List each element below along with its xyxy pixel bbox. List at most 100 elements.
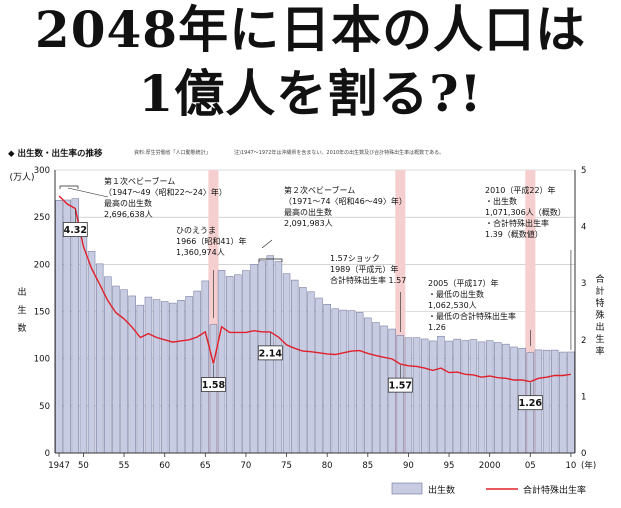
x-tick-label: 10 — [566, 461, 577, 471]
bar — [372, 322, 380, 454]
bar — [323, 303, 331, 454]
bar — [355, 312, 364, 454]
annotation-line: 1.39（概数値） — [485, 229, 543, 239]
boom-bracket — [59, 185, 79, 189]
bar — [404, 337, 413, 454]
x-tick-label: 75 — [281, 461, 292, 471]
annotation-leader — [67, 187, 109, 198]
bar — [160, 301, 169, 454]
headline-line-1: 2048年に日本の人口は — [34, 0, 587, 59]
y-right-label-char: 特 — [595, 297, 604, 309]
bar — [315, 297, 323, 454]
chart-caption: ◆ 出生数・出生率の推移 — [8, 149, 103, 159]
bar — [412, 337, 421, 454]
y-left-unit: (万人) — [9, 172, 34, 183]
bar — [429, 340, 437, 454]
bar — [87, 251, 96, 454]
y-right-tick-label: 0 — [581, 449, 586, 459]
annotation-line: 第１次ベビーブーム — [104, 176, 175, 186]
legend-label-rate: 合計特殊出生率 — [523, 484, 586, 496]
bar — [567, 351, 575, 454]
bar — [169, 302, 177, 454]
annotation-line: ・出生数 — [485, 196, 517, 206]
bar — [550, 349, 559, 454]
x-tick-label: 05 — [525, 461, 536, 471]
bar — [299, 287, 307, 454]
bar — [95, 263, 104, 454]
bar — [234, 274, 242, 454]
annotation-line: 2010（平成22）年 — [485, 185, 556, 195]
annotation-line: 最高の出生数 — [284, 207, 332, 217]
bar — [136, 304, 145, 454]
annotation-line: 第２次ベビーブーム — [284, 185, 355, 195]
source-note: 資料:厚生労働省「人口動態統計」 — [134, 150, 211, 156]
bar — [225, 276, 234, 454]
x-tick-label: 70 — [241, 461, 252, 471]
bar — [542, 349, 551, 454]
annotation-line: ・合計特殊出生率 — [485, 218, 549, 228]
y-right-label-char: 率 — [595, 345, 604, 357]
x-tick-label: 50 — [78, 461, 89, 471]
x-tick-label: 60 — [159, 461, 170, 471]
value-box-label: 4.32 — [64, 225, 87, 236]
annotation-line: 1989（平成元）年 — [330, 264, 398, 274]
value-box — [257, 345, 283, 361]
annotation-line: （1971〜74〈昭和46〜49〉年） — [284, 196, 407, 206]
bar — [144, 296, 153, 454]
highlight-band — [525, 170, 536, 453]
bar — [152, 299, 161, 454]
x-tick-label: 2000 — [479, 461, 501, 471]
bar — [217, 270, 226, 454]
footnote: 注)1947〜1972年は沖縄県を含まない。2010年の出生数及び合計特殊出生率… — [234, 150, 445, 156]
annotation-line: 2,091,983人 — [284, 219, 333, 228]
bar — [396, 335, 405, 454]
annotation-line: 2,696,638人 — [104, 210, 153, 219]
y-left-tick-label: 300 — [34, 166, 50, 176]
bar — [339, 309, 348, 454]
annotation-line: 1966（昭和41）年 — [176, 236, 247, 246]
y-left-label-char: 生 — [17, 304, 26, 316]
bar — [364, 317, 372, 454]
value-box-label: 1.58 — [202, 380, 226, 391]
bar — [469, 339, 478, 454]
annotation-line: （1947〜49〈昭和22〜24〉年） — [104, 187, 227, 197]
annotation-line: 2005（平成17）年 — [428, 278, 499, 288]
annotation-line: 合計特殊出生率 1.57 — [330, 275, 406, 285]
annotation-line: 1.57ショック — [330, 254, 380, 263]
x-tick-label: 65 — [200, 461, 211, 471]
value-box — [62, 222, 88, 237]
rate-line — [58, 195, 572, 383]
bar — [128, 295, 136, 454]
y-right-tick-label: 2 — [581, 336, 586, 346]
y-left-label-char: 数 — [17, 322, 26, 334]
y-right-label-char: 出 — [595, 321, 604, 333]
bar — [347, 310, 356, 454]
y-right-label-char: 生 — [595, 333, 604, 345]
y-left-tick-label: 0 — [45, 449, 50, 459]
bar — [420, 338, 429, 454]
value-box-label: 2.14 — [259, 348, 283, 359]
bar — [55, 200, 63, 454]
legend-label-births: 出生数 — [428, 484, 455, 496]
bar — [331, 308, 340, 454]
bar — [185, 296, 193, 454]
bar — [494, 342, 502, 454]
bar — [502, 343, 510, 454]
bar — [477, 341, 486, 454]
bar — [177, 300, 185, 454]
bar — [250, 263, 258, 454]
y-left-tick-label: 200 — [34, 260, 50, 270]
bar — [453, 338, 461, 454]
x-tick-label: 90 — [403, 461, 414, 471]
y-right-label-char: 合 — [595, 273, 604, 285]
y-left-tick-label: 50 — [39, 402, 50, 412]
y-left-label-char: 出 — [17, 286, 26, 298]
bar — [445, 340, 453, 454]
value-box-label: 1.26 — [519, 398, 543, 409]
legend-swatch-births — [391, 482, 423, 495]
annotation-leader — [261, 239, 273, 249]
bar — [290, 279, 299, 454]
bar — [510, 346, 518, 454]
x-axis-label: (年) — [581, 460, 596, 471]
